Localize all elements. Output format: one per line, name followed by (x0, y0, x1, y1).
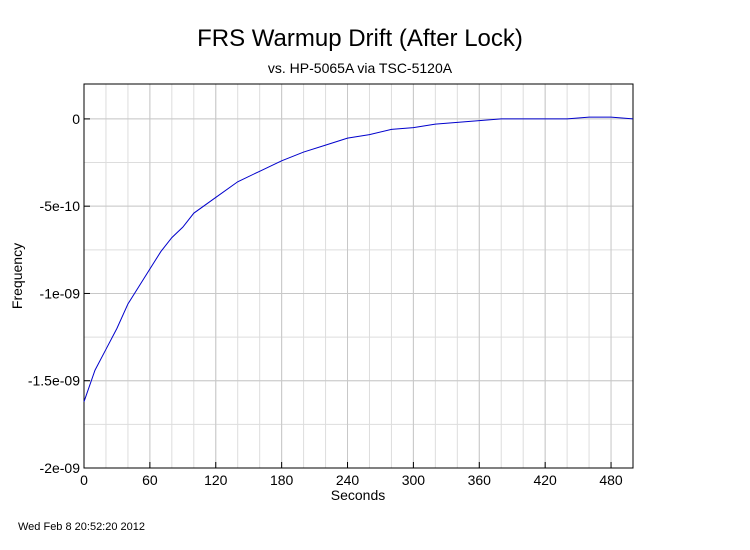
timestamp: Wed Feb 8 20:52:20 2012 (18, 521, 146, 533)
x-axis-label: Seconds (331, 487, 385, 503)
y-tick-label: -2e-09 (40, 460, 81, 476)
axis-ticks (83, 118, 612, 469)
plot-frame (83, 83, 634, 469)
tick-labels: 0 60 120 180 240 300 360 420 480 -2e-09 -1.5e-09 -1… (28, 111, 623, 488)
series-line (83, 116, 634, 402)
x-tick-label: 60 (142, 472, 158, 488)
x-tick-label: 360 (468, 472, 492, 488)
chart-title: FRS Warmup Drift (After Lock) (197, 25, 523, 52)
x-tick-label: 180 (270, 472, 294, 488)
x-tick-label: 480 (599, 472, 623, 488)
chart-subtitle: vs. HP-5065A via TSC-5120A (267, 60, 453, 76)
grid-layer (84, 84, 633, 468)
x-tick-label: 240 (336, 472, 360, 488)
y-tick-label: -1e-09 (40, 285, 81, 301)
y-tick-label: 0 (72, 111, 80, 127)
x-tick-label: 0 (80, 472, 88, 488)
x-tick-label: 300 (402, 472, 426, 488)
x-tick-label: 420 (533, 472, 557, 488)
series-layer (83, 116, 634, 402)
y-tick-label: -1.5e-09 (28, 373, 80, 389)
y-tick-label: -5e-10 (40, 198, 81, 214)
x-tick-label: 120 (204, 472, 228, 488)
y-axis-label: Frequency (9, 243, 25, 309)
